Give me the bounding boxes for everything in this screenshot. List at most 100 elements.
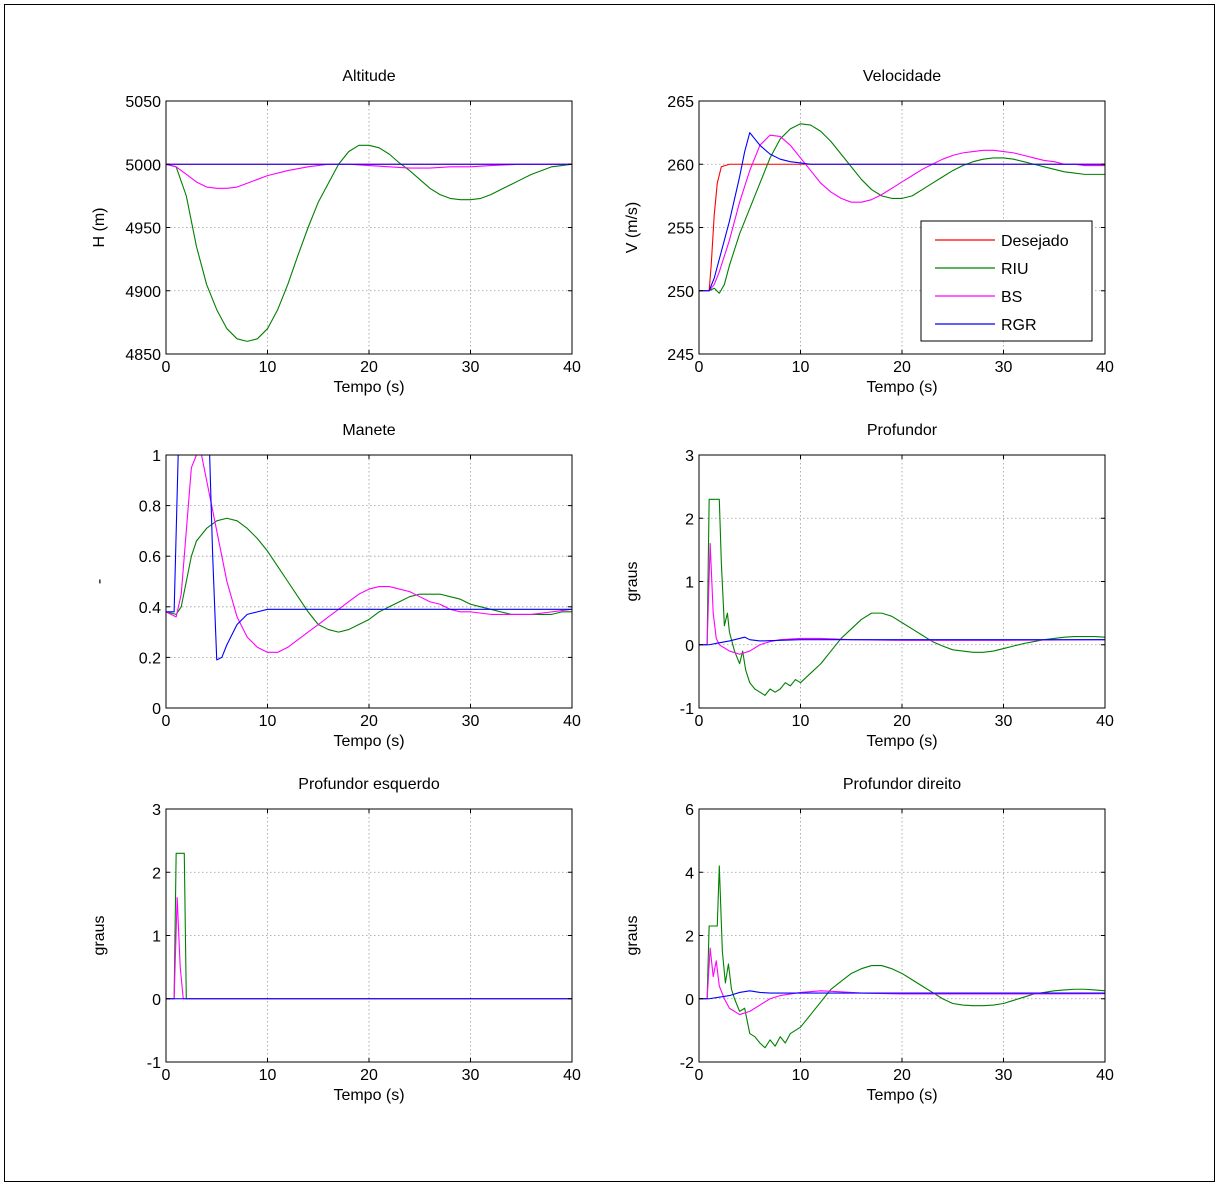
chart5-xlabel: Tempo (s) xyxy=(333,1087,404,1104)
chart3-series-bs-line xyxy=(166,455,572,653)
chart2-series-rgr-line xyxy=(699,132,1105,292)
chart2-ylabel: V (m/s) xyxy=(624,202,641,254)
chart3-xtick-label-1: 10 xyxy=(259,713,277,730)
chart2-ytick-label-1: 250 xyxy=(667,284,694,301)
chart5-ylabel: graus xyxy=(91,915,108,955)
chart4-xlabel: Tempo (s) xyxy=(866,733,937,750)
chart2-title: Velocidade xyxy=(863,68,941,85)
chart3-xtick-label-3: 30 xyxy=(462,713,480,730)
chart2-legend-label-desejado: Desejado xyxy=(1001,233,1069,250)
chart4-series-rgr-line xyxy=(699,636,1105,646)
chart5-xtick-label-4: 40 xyxy=(563,1067,581,1084)
chart2-panel: 0 10 20 30 40 245 250 255 260 265 Velocidade Tempo … xyxy=(624,68,1114,396)
chart1-panel: 0 10 20 30 40 4850 4900 4950 5000 5050 Altitude Tem… xyxy=(91,68,581,396)
chart4-series-riu-line xyxy=(699,498,1105,696)
chart4-xtick-label-0: 0 xyxy=(695,713,704,730)
chart1-ytick-label-3: 5000 xyxy=(125,157,161,174)
chart3-ytick-label-5: 1 xyxy=(152,448,161,465)
chart3-series-riu-line xyxy=(166,517,572,633)
chart2-series-desejado-line xyxy=(699,163,1105,292)
chart2-xtick-label-4: 40 xyxy=(1096,359,1114,376)
chart3-ytick-label-4: 0.8 xyxy=(139,499,161,516)
chart1-ytick-label-1: 4900 xyxy=(125,284,161,301)
chart1-ylabel: H (m) xyxy=(91,208,108,248)
chart2-legend-label-rgr: RGR xyxy=(1001,317,1037,334)
chart2-ytick-label-4: 265 xyxy=(667,94,694,111)
chart3-xtick-label-4: 40 xyxy=(563,713,581,730)
chart5-ytick-label-0: -1 xyxy=(147,1055,161,1072)
chart1-xtick-label-2: 20 xyxy=(360,359,378,376)
chart3-xlabel: Tempo (s) xyxy=(333,733,404,750)
chart5-xtick-label-2: 20 xyxy=(360,1067,378,1084)
chart6-series-rgr-line xyxy=(699,990,1105,1000)
chart3-ytick-label-3: 0.6 xyxy=(139,549,161,566)
chart5-title: Profundor esquerdo xyxy=(298,776,440,793)
chart4-series-bs-line xyxy=(699,542,1105,655)
chart3-series-rgr-line xyxy=(166,455,572,661)
chart1-ytick-label-0: 4850 xyxy=(125,347,161,364)
chart5-xtick-label-1: 10 xyxy=(259,1067,277,1084)
chart6-series-bs-line xyxy=(699,947,1105,1016)
chart6-ytick-label-0: -2 xyxy=(680,1055,694,1072)
chart4-xtick-label-1: 10 xyxy=(792,713,810,730)
chart3-plot-area xyxy=(166,455,572,708)
chart2-ytick-label-3: 260 xyxy=(667,157,694,174)
chart4-plot-area xyxy=(699,455,1105,708)
chart4-ytick-label-0: -1 xyxy=(680,701,694,718)
chart4-ytick-label-2: 1 xyxy=(685,575,694,592)
chart6-ytick-label-1: 0 xyxy=(685,992,694,1009)
chart5-xtick-label-3: 30 xyxy=(462,1067,480,1084)
chart1-xtick-label-1: 10 xyxy=(259,359,277,376)
chart2-legend-label-bs: BS xyxy=(1001,289,1022,306)
chart3-xtick-label-2: 20 xyxy=(360,713,378,730)
chart2-series-bs-line xyxy=(699,134,1105,292)
chart3-panel: 0 10 20 30 40 0 0.2 0.4 0.6 0.8 1 Manete Tempo (s) - xyxy=(91,422,581,750)
chart1-xtick-label-4: 40 xyxy=(563,359,581,376)
chart4-ytick-label-4: 3 xyxy=(685,448,694,465)
chart2-legend-label-riu: RIU xyxy=(1001,261,1029,278)
chart5-plot-area xyxy=(166,809,572,1062)
chart6-ytick-label-2: 2 xyxy=(685,929,694,946)
chart3-ytick-label-0: 0 xyxy=(152,701,161,718)
figure-frame: 0 10 20 30 40 4850 4900 4950 5000 5050 Altitude Tem… xyxy=(4,4,1215,1182)
chart6-xtick-label-1: 10 xyxy=(792,1067,810,1084)
chart4-ytick-label-3: 2 xyxy=(685,511,694,528)
chart4-ytick-label-1: 0 xyxy=(685,638,694,655)
chart6-ytick-label-3: 4 xyxy=(685,865,694,882)
chart1-ytick-label-4: 5050 xyxy=(125,94,161,111)
chart1-xtick-label-3: 30 xyxy=(462,359,480,376)
chart4-title: Profundor xyxy=(867,422,938,439)
chart6-title: Profundor direito xyxy=(843,776,961,793)
chart4-xtick-label-2: 20 xyxy=(893,713,911,730)
chart6-xtick-label-3: 30 xyxy=(995,1067,1013,1084)
chart3-ylabel: - xyxy=(91,579,108,584)
chart6-xtick-label-0: 0 xyxy=(695,1067,704,1084)
chart6-plot-area xyxy=(699,809,1105,1062)
chart5-ytick-label-3: 2 xyxy=(152,865,161,882)
chart2-ytick-label-0: 245 xyxy=(667,347,694,364)
chart1-xtick-label-0: 0 xyxy=(162,359,171,376)
chart6-xtick-label-2: 20 xyxy=(893,1067,911,1084)
chart2-xtick-label-0: 0 xyxy=(695,359,704,376)
chart1-series-bs-line xyxy=(166,163,572,189)
chart1-title: Altitude xyxy=(342,68,395,85)
chart4-xtick-label-4: 40 xyxy=(1096,713,1114,730)
chart6-ytick-label-4: 6 xyxy=(685,802,694,819)
chart5-ytick-label-2: 1 xyxy=(152,929,161,946)
chart6-ylabel: graus xyxy=(624,915,641,955)
chart2-xlabel: Tempo (s) xyxy=(866,379,937,396)
chart4-xtick-label-3: 30 xyxy=(995,713,1013,730)
chart5-ytick-label-1: 0 xyxy=(152,992,161,1009)
chart2-ytick-label-2: 255 xyxy=(667,221,694,238)
chart2-legend: Desejado RIU BS RGR xyxy=(920,220,1093,342)
chart6-xlabel: Tempo (s) xyxy=(866,1087,937,1104)
chart4-ylabel: graus xyxy=(624,561,641,601)
chart2-xtick-label-2: 20 xyxy=(893,359,911,376)
chart3-xtick-label-0: 0 xyxy=(162,713,171,730)
chart5-xtick-label-0: 0 xyxy=(162,1067,171,1084)
chart1-series-riu-line xyxy=(166,144,572,342)
chart1-plot-area xyxy=(166,101,572,354)
chart3-title: Manete xyxy=(342,422,395,439)
